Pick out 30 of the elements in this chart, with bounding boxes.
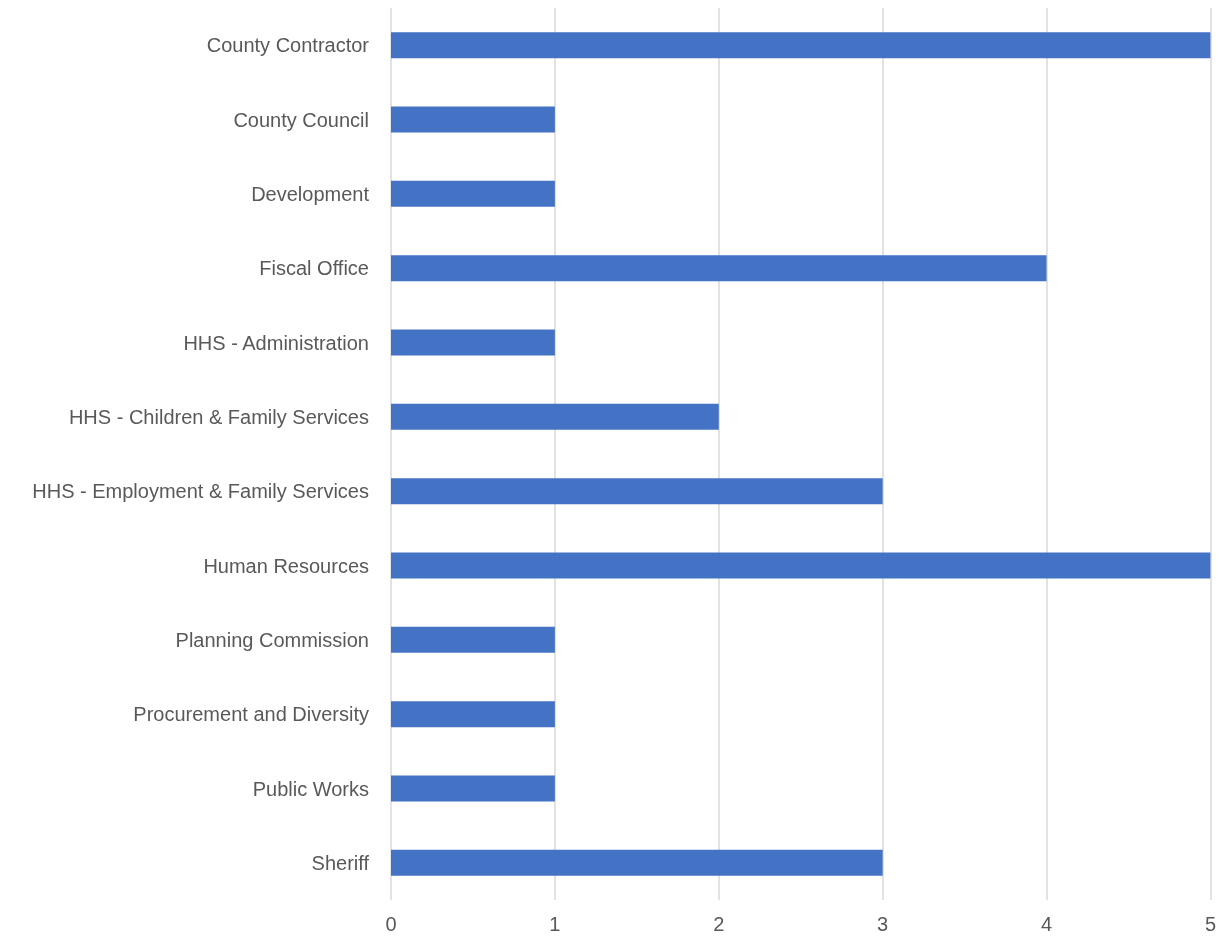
y-tick-label: Fiscal Office [259, 257, 369, 280]
y-tick-label: HHS - Children & Family Services [68, 405, 369, 428]
y-tick-label: Human Resources [203, 554, 369, 577]
bar [391, 329, 555, 356]
x-tick-label: 5 [1204, 913, 1216, 935]
bar [391, 255, 1047, 282]
y-tick-label: County Council [233, 108, 369, 131]
y-tick-label: Development [251, 182, 370, 205]
y-tick-label: Sheriff [311, 851, 370, 874]
y-tick-label: Public Works [252, 777, 369, 800]
bar [391, 478, 883, 505]
x-tick-label: 2 [713, 913, 725, 935]
x-tick-label: 0 [385, 913, 397, 935]
bar [391, 775, 555, 802]
y-tick-label: HHS - Administration [183, 331, 369, 354]
bar [391, 626, 555, 653]
bar [391, 849, 883, 876]
bar [391, 403, 719, 430]
y-tick-label: County Contractor [206, 34, 370, 57]
bar [391, 180, 555, 207]
y-tick-label: Procurement and Diversity [133, 703, 369, 726]
bar [391, 552, 1211, 579]
x-tick-label: 1 [549, 913, 561, 935]
bar [391, 701, 555, 728]
y-tick-label: Planning Commission [175, 628, 369, 651]
bar [391, 106, 555, 133]
y-tick-label: HHS - Employment & Family Services [32, 480, 369, 503]
x-tick-label: 3 [877, 913, 889, 935]
bar [391, 32, 1211, 59]
x-tick-label: 4 [1040, 913, 1053, 935]
